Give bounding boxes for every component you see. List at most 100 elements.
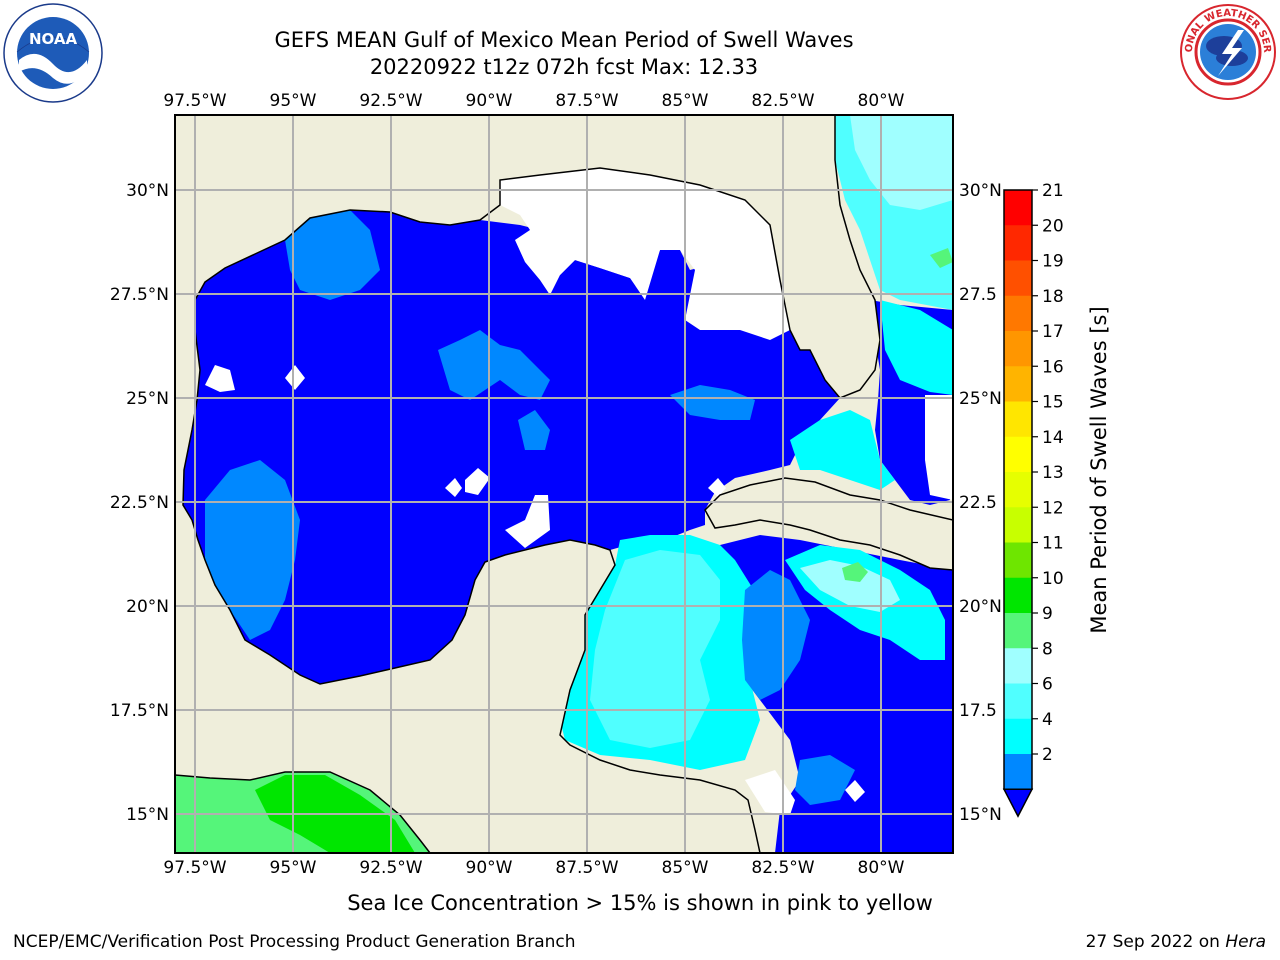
swell-6s-field bbox=[880, 300, 953, 395]
swell-4s-patch bbox=[795, 755, 855, 805]
lat-tick-label-right: 27.5 bbox=[959, 285, 997, 305]
swell-4s-patch bbox=[670, 385, 755, 420]
swell-9s-field bbox=[850, 115, 953, 210]
missing-data-area bbox=[500, 168, 790, 340]
land-mexico bbox=[175, 115, 881, 853]
lon-tick-label-top: 80°W bbox=[858, 91, 905, 111]
map-panel bbox=[175, 115, 953, 853]
graticule bbox=[175, 115, 953, 853]
lat-tick-label-left: 20°N bbox=[126, 597, 169, 617]
missing-data-area bbox=[708, 478, 726, 497]
missing-data-area bbox=[465, 468, 490, 495]
colorbar-segment bbox=[1004, 472, 1032, 508]
colorbar-tick-label: 20 bbox=[1042, 216, 1064, 236]
map-frame bbox=[174, 114, 954, 854]
lat-tick-label-left: 30°N bbox=[126, 181, 169, 201]
lon-tick-label-bottom: 90°W bbox=[466, 858, 513, 878]
colorbar-tick-label: 18 bbox=[1042, 287, 1064, 307]
missing-data-area bbox=[925, 395, 953, 500]
colorbar-label: Mean Period of Swell Waves [s] bbox=[1087, 306, 1111, 633]
colorbar-tick-label: 9 bbox=[1042, 604, 1053, 624]
lon-tick-label-bottom: 92.5°W bbox=[359, 858, 422, 878]
colorbar-tick-label: 13 bbox=[1042, 463, 1064, 483]
swell-9s-field bbox=[800, 560, 900, 612]
colorbar-segment bbox=[1004, 718, 1032, 755]
swell-4s-patch bbox=[205, 460, 300, 640]
sea-ice-note: Sea Ice Concentration > 15% is shown in … bbox=[347, 891, 933, 915]
colorbar-segment bbox=[1004, 260, 1032, 297]
lat-tick-label-right: 22.5 bbox=[959, 493, 997, 513]
lat-tick-label-right: 20°N bbox=[959, 597, 1002, 617]
colorbar-segment bbox=[1004, 648, 1032, 684]
colorbar-tick-label: 21 bbox=[1042, 181, 1064, 201]
colorbar-extend-arrow bbox=[1002, 788, 1034, 818]
colorbar-tick-label: 15 bbox=[1042, 393, 1064, 413]
colorbar-segment bbox=[1004, 331, 1032, 367]
colorbar: 21 20 19 18 17 16 15 14 13 12 11 10 9 8 6 4 2 bbox=[1002, 181, 1064, 818]
swell-4s-patch bbox=[285, 210, 380, 300]
map-subtitle: 20220922 t12z 072h fcst Max: 12.33 bbox=[369, 55, 759, 79]
footer-date: 27 Sep 2022 on Hera bbox=[1086, 932, 1266, 952]
lon-tick-label-top: 97.5°W bbox=[163, 91, 226, 111]
swell-6s-field bbox=[790, 410, 895, 490]
footer-host: Hera bbox=[1225, 932, 1266, 952]
swell-4s-patch bbox=[518, 410, 550, 450]
colorbar-segment bbox=[1004, 613, 1032, 649]
colorbar-tick-label: 6 bbox=[1042, 675, 1053, 695]
lat-tick-label-right: 17.5 bbox=[959, 701, 997, 721]
nws-logo: NATIONAL WEATHER SERVICE bbox=[1178, 2, 1276, 100]
swell-10s-patch bbox=[930, 248, 953, 268]
lat-tick-label-left: 27.5°N bbox=[110, 285, 169, 305]
lat-ticks-left: 30°N 27.5°N 25°N 22.5°N 20°N 17.5°N 15°N bbox=[110, 181, 169, 825]
lon-tick-label-top: 90°W bbox=[466, 91, 513, 111]
colorbar-tick-label: 17 bbox=[1042, 322, 1064, 342]
colorbar-segment bbox=[1004, 436, 1032, 473]
colorbar-tick-label: 19 bbox=[1042, 252, 1064, 272]
colorbar-tick-label: 14 bbox=[1042, 428, 1064, 448]
lon-tick-label-top: 82.5°W bbox=[751, 91, 814, 111]
colorbar-tick-label: 8 bbox=[1042, 639, 1053, 659]
colorbar-segment bbox=[1004, 401, 1032, 438]
noaa-logo: NOAA bbox=[3, 3, 103, 103]
lat-tick-label-left: 22.5°N bbox=[110, 493, 169, 513]
colorbar-segment bbox=[1004, 225, 1032, 261]
lon-ticks-top: 97.5°W 95°W 92.5°W 90°W 87.5°W 85°W 82.5°W 80°W bbox=[163, 91, 904, 111]
lon-tick-label-bottom: 82.5°W bbox=[751, 858, 814, 878]
missing-data-area bbox=[445, 478, 462, 497]
lat-tick-label-left: 25°N bbox=[126, 389, 169, 409]
missing-data-area bbox=[205, 365, 235, 392]
footer-date-text: 27 Sep 2022 on bbox=[1085, 932, 1226, 952]
colorbar-segment bbox=[1004, 577, 1032, 614]
colorbar-segment bbox=[1004, 295, 1032, 332]
missing-data-area bbox=[505, 495, 550, 548]
missing-data-area bbox=[285, 365, 305, 390]
colorbar-tick-label: 12 bbox=[1042, 498, 1064, 518]
missing-data-area bbox=[845, 780, 865, 802]
lat-tick-label-right: 25°N bbox=[959, 389, 1002, 409]
colorbar-segment bbox=[1004, 542, 1032, 579]
lon-tick-label-bottom: 85°W bbox=[662, 858, 709, 878]
lon-tick-label-top: 85°W bbox=[662, 91, 709, 111]
lon-tick-label-top: 95°W bbox=[270, 91, 317, 111]
colorbar-tick-label: 2 bbox=[1042, 745, 1053, 765]
colorbar-segment bbox=[1004, 507, 1032, 543]
swell-4s-patch bbox=[438, 330, 550, 400]
lon-tick-label-bottom: 87.5°W bbox=[555, 858, 618, 878]
gulf-swell-field bbox=[183, 210, 840, 684]
map-title: GEFS MEAN Gulf of Mexico Mean Period of … bbox=[274, 28, 854, 52]
lon-tick-label-top: 92.5°W bbox=[359, 91, 422, 111]
lon-tick-label-bottom: 95°W bbox=[270, 858, 317, 878]
lat-ticks-right: 30°N 27.5 25°N 22.5 20°N 17.5 15°N bbox=[959, 181, 1002, 825]
colorbar-tick-label: 4 bbox=[1042, 710, 1053, 730]
colorbar-tick-label: 16 bbox=[1042, 357, 1064, 377]
noaa-logo-text: NOAA bbox=[29, 30, 78, 48]
colorbar-segment bbox=[1004, 683, 1032, 720]
colorbar-segment bbox=[1004, 190, 1032, 226]
footer-branch: NCEP/EMC/Verification Post Processing Pr… bbox=[13, 932, 576, 952]
lon-tick-label-bottom: 97.5°W bbox=[163, 858, 226, 878]
colorbar-segment bbox=[1004, 754, 1032, 790]
colorbar-tick-label: 10 bbox=[1042, 569, 1064, 589]
lat-tick-label-right: 15°N bbox=[959, 805, 1002, 825]
lat-tick-label-left: 17.5°N bbox=[110, 701, 169, 721]
